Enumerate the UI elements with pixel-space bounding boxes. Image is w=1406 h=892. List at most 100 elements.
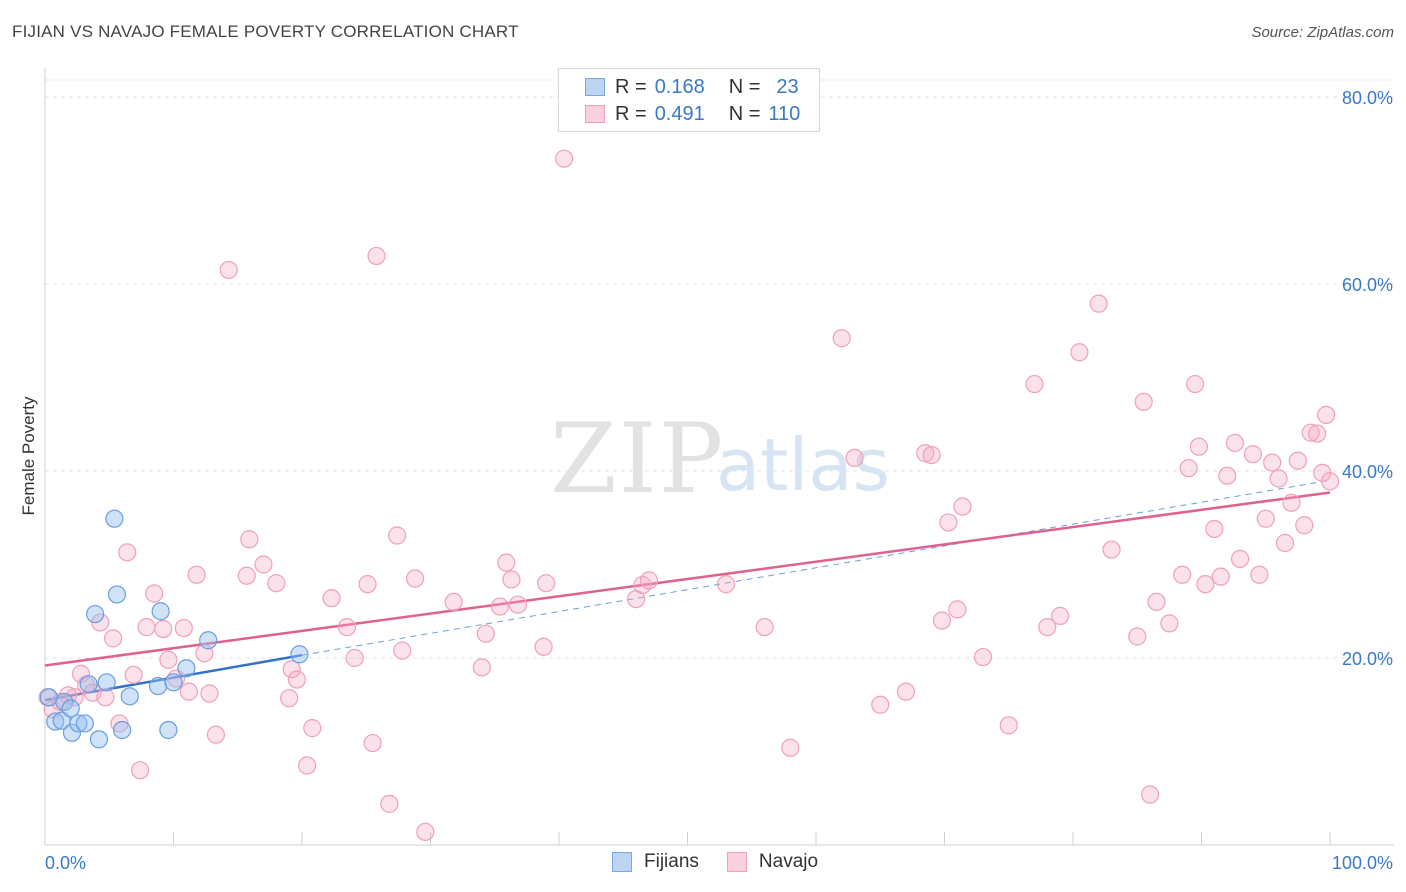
navajo-n-label: N = xyxy=(728,102,761,125)
navajo-point xyxy=(716,575,736,594)
navajo-point xyxy=(939,513,958,532)
navajo-point xyxy=(130,761,150,780)
fijian-point xyxy=(75,714,94,733)
fijian-point xyxy=(159,720,178,740)
y-tick-label: 20.0% xyxy=(1342,649,1393,669)
navajo-point xyxy=(1317,405,1336,424)
fijians-trend-extension xyxy=(301,479,1331,656)
navajo-point xyxy=(303,719,322,738)
y-tick-label: 60.0% xyxy=(1342,275,1393,295)
navajo-point xyxy=(534,637,553,656)
fijians-r-value: 0.168 xyxy=(654,75,705,98)
navajo-point xyxy=(1128,627,1147,646)
fijian-point xyxy=(39,688,58,707)
navajo-point xyxy=(405,569,425,588)
navajo-r-label: R = xyxy=(615,102,647,125)
fijian-point xyxy=(107,585,127,604)
navajo-point xyxy=(267,574,286,593)
legend-row-navajo: R = 0.491 N = 110 xyxy=(585,101,800,127)
navajo-point xyxy=(916,444,935,463)
navajo-point xyxy=(1189,437,1209,456)
navajo-point xyxy=(322,589,341,608)
navajo-trend-line xyxy=(44,491,1331,667)
y-tick-label: 80.0% xyxy=(1342,88,1393,108)
fijian-point xyxy=(97,673,116,692)
series-legend: Fijians Navajo xyxy=(612,851,846,873)
fijian-point xyxy=(79,675,98,694)
navajo-point xyxy=(639,571,659,590)
navajo-r-value: 0.491 xyxy=(654,102,705,125)
fijian-point xyxy=(69,714,88,733)
navajo-point xyxy=(973,647,993,667)
navajo-point xyxy=(1250,565,1269,584)
navajo-point xyxy=(1147,592,1166,612)
fijian-point xyxy=(61,699,80,718)
navajo-point xyxy=(154,619,173,639)
fijian-point xyxy=(290,645,309,664)
fijian-point xyxy=(89,730,109,749)
navajo-point xyxy=(845,448,864,468)
navajo-point xyxy=(1282,493,1301,512)
stats-legend: R = 0.168 N = 23 R = 0.491 N = 110 xyxy=(558,68,820,132)
fijian-point xyxy=(148,676,168,696)
navajo-point xyxy=(537,574,556,593)
navajo-point xyxy=(280,689,299,708)
navajo-point xyxy=(832,329,851,348)
navajo-point xyxy=(444,592,463,612)
fijian-point xyxy=(55,692,74,712)
navajo-point xyxy=(1089,294,1108,313)
x-tick-labels: 0.0% 100.0% xyxy=(45,853,1393,873)
navajo-point xyxy=(932,611,952,630)
y-tick-label: 40.0% xyxy=(1342,462,1393,482)
navajo-swatch xyxy=(585,105,605,123)
navajo-point xyxy=(1025,374,1044,394)
navajo-legend-swatch xyxy=(726,852,747,872)
navajo-point xyxy=(71,664,91,683)
fijian-point xyxy=(86,604,105,624)
navajo-point xyxy=(237,566,256,585)
fijians-legend-label: Fijians xyxy=(644,851,699,872)
navajo-point xyxy=(337,618,357,637)
legend-item-navajo[interactable]: Navajo xyxy=(726,851,818,873)
navajo-point xyxy=(65,688,84,707)
fijians-series xyxy=(39,509,309,749)
navajo-point xyxy=(1179,459,1198,478)
navajo-point xyxy=(508,595,527,614)
navajo-point xyxy=(96,688,115,707)
navajo-point xyxy=(497,553,516,572)
axes xyxy=(44,68,1394,846)
navajo-point xyxy=(1205,519,1224,539)
fijian-point xyxy=(177,659,196,678)
navajo-point xyxy=(104,629,123,648)
legend-row-fijians: R = 0.168 N = 23 xyxy=(585,74,799,100)
fijians-legend-swatch xyxy=(612,852,632,872)
navajo-point xyxy=(1230,549,1250,568)
fijian-point xyxy=(62,723,82,742)
navajo-point xyxy=(240,530,259,549)
navajo-point xyxy=(393,641,412,660)
x-tick-label: 0.0% xyxy=(45,853,86,873)
navajo-point xyxy=(137,618,156,637)
navajo-point xyxy=(206,725,226,744)
fijians-r-label: R = xyxy=(615,75,647,98)
navajo-point xyxy=(953,497,972,516)
navajo-point xyxy=(1225,433,1245,453)
navajo-point xyxy=(298,756,317,775)
navajo-point xyxy=(871,695,890,714)
fijian-point xyxy=(112,720,132,740)
navajo-point xyxy=(1308,424,1327,443)
watermark: ZIP atlas xyxy=(550,403,890,515)
navajo-point xyxy=(922,446,941,465)
navajo-point xyxy=(1301,423,1320,442)
navajo-point xyxy=(380,794,399,813)
navajo-point xyxy=(387,526,407,545)
navajo-point xyxy=(1134,392,1153,411)
navajo-point xyxy=(200,684,219,703)
legend-item-fijians[interactable]: Fijians xyxy=(612,851,699,873)
navajo-series xyxy=(38,149,1340,842)
navajo-point xyxy=(1295,516,1314,535)
navajo-point xyxy=(287,670,306,689)
navajo-point xyxy=(416,822,435,842)
navajo-point xyxy=(1256,509,1275,528)
